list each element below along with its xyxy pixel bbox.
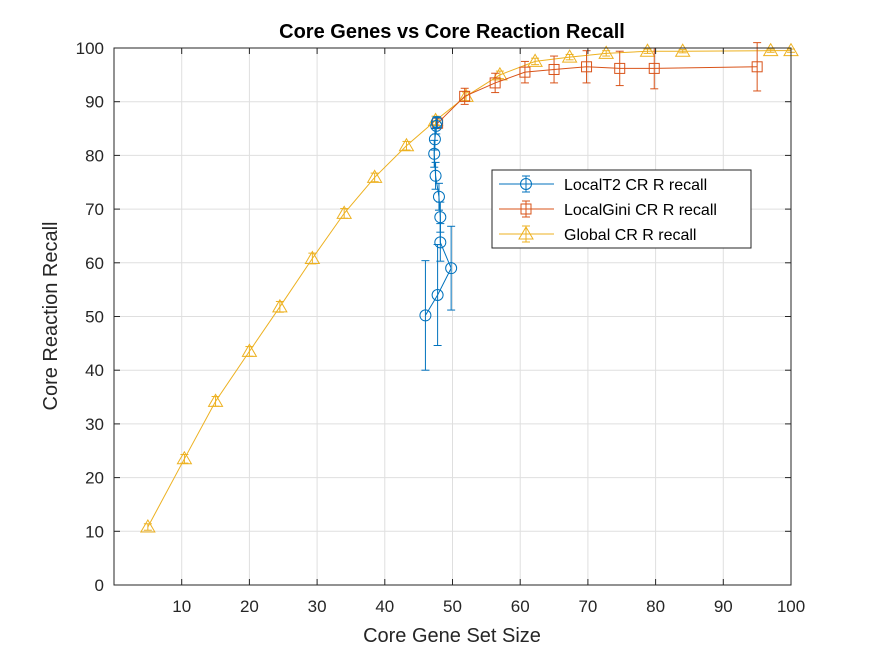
data-point [581,61,593,73]
data-point [430,116,443,129]
data-point [751,61,763,73]
legend: LocalT2 CR R recall LocalGini CR R recall… [491,169,752,249]
x-tick-label: 20 [240,597,259,616]
series-0 [419,116,458,371]
data-point [548,63,560,75]
series-layer [139,42,799,533]
data-point [762,42,779,57]
data-point [489,77,501,89]
ticks: 10 20 30 40 50 60 70 80 90 100 0 10 20 30 40 50 60 70 80 90… [76,39,806,616]
data-point [527,53,543,67]
y-tick-label: 80 [85,146,104,165]
data-point [430,119,443,132]
x-tick-label: 30 [308,597,327,616]
x-tick-label: 40 [375,597,394,616]
y-tick-label: 50 [85,308,104,327]
y-tick-label: 20 [85,469,104,488]
data-point [241,343,258,357]
x-axis-label: Core Gene Set Size [363,625,541,647]
data-point [336,205,353,219]
data-point [445,262,458,275]
data-point [304,250,321,265]
x-tick-label: 60 [511,597,530,616]
x-tick-label: 70 [578,597,597,616]
legend-label: LocalT2 CR R recall [564,177,707,194]
data-point [139,519,156,533]
data-point [434,211,447,224]
y-tick-label: 40 [85,361,104,380]
data-point [419,309,432,322]
data-point [431,289,444,302]
data-point [614,62,626,74]
y-axis-label: Core Reaction Recall [40,222,62,411]
y-tick-label: 0 [95,576,104,595]
x-tick-label: 50 [443,597,462,616]
data-point [176,450,193,465]
legend-label: LocalGini CR R recall [564,202,717,219]
x-tick-label: 10 [172,597,191,616]
y-tick-label: 60 [85,254,104,273]
data-point [271,298,288,313]
x-tick-label: 100 [777,597,805,616]
data-point [639,43,656,57]
data-point [432,190,445,203]
x-tick-label: 80 [646,597,665,616]
legend-marker [520,203,532,215]
legend-label: Global CR R recall [564,227,696,244]
y-tick-label: 30 [85,415,104,434]
y-tick-label: 70 [85,200,104,219]
y-tick-label: 10 [85,522,104,541]
data-point [366,169,383,183]
legend-marker [520,178,532,190]
data-point [459,90,471,102]
data-point [434,236,447,249]
data-point [598,45,615,59]
y-tick-label: 90 [85,93,104,112]
data-point [398,137,415,152]
legend-marker [518,226,534,240]
data-point [674,43,691,57]
data-point [207,393,224,407]
data-point [429,169,442,182]
x-tick-label: 90 [714,597,733,616]
chart-title: Core Genes vs Core Reaction Recall [279,21,625,43]
y-tick-label: 100 [76,39,104,58]
data-point [648,62,660,74]
data-point [519,66,531,78]
data-point [428,147,441,160]
data-point [561,49,578,63]
